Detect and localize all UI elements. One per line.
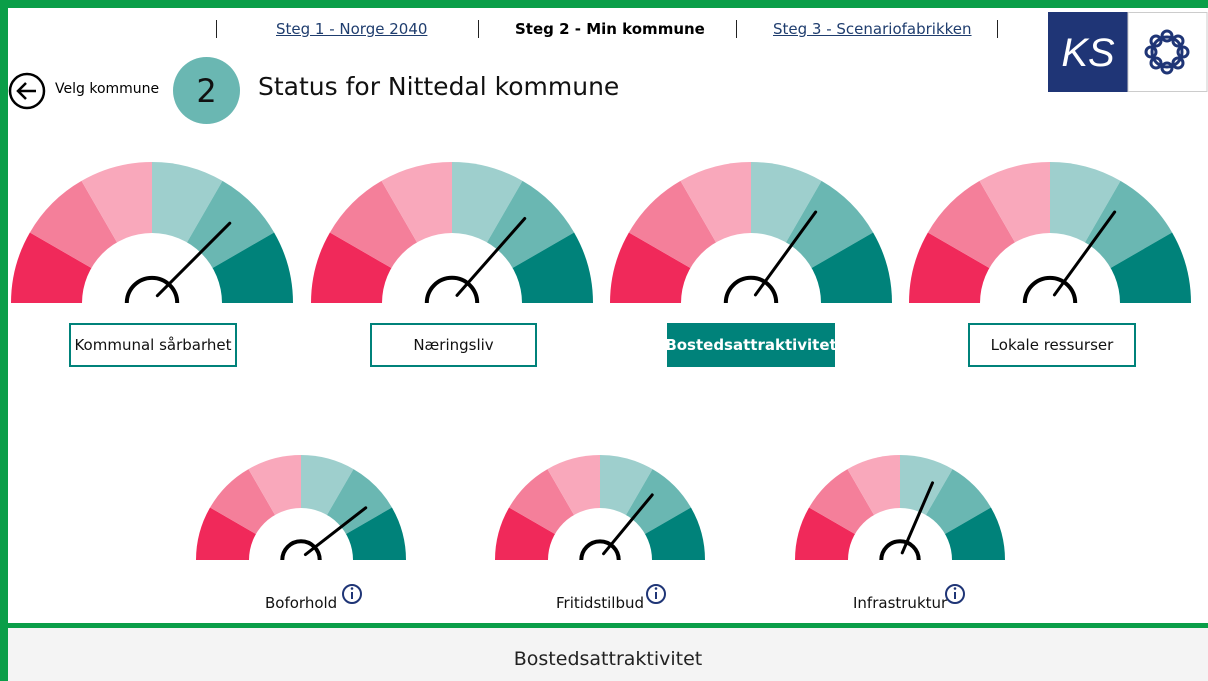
separator	[997, 20, 998, 38]
gauge-hub	[280, 539, 322, 561]
gauge-needle	[303, 506, 368, 557]
subgauge-label: Fritidstilbud	[556, 594, 645, 612]
page-title: Status for Nittedal kommune	[258, 72, 620, 101]
info-icon-dot	[654, 587, 658, 590]
separator	[216, 20, 217, 38]
gauge-hole	[382, 233, 522, 303]
logo-emblem	[1144, 29, 1190, 75]
subgauge-label: Boforhold	[265, 594, 338, 612]
panel-title: Bostedsattraktivitet	[513, 648, 703, 670]
gauges	[11, 162, 1191, 604]
nav-current: Steg 2 - Min kommune	[515, 20, 705, 38]
gauge-button[interactable]: Lokale ressurser	[968, 323, 1136, 367]
gauge-hole	[249, 508, 353, 560]
gauge-button[interactable]: Næringsliv	[370, 323, 537, 367]
logo: KS	[1048, 12, 1208, 92]
logo-text: KS	[1061, 31, 1115, 75]
gauge-needle	[602, 493, 654, 556]
gauge-hub	[723, 275, 779, 304]
subgauge-label: Infrastruktur	[853, 594, 948, 612]
gauge-hub	[124, 275, 180, 304]
detail-panel: Bostedsattraktivitet	[8, 623, 1208, 681]
gauge-hole	[848, 508, 952, 560]
gauge-hub	[579, 539, 621, 561]
gauge-needle	[753, 210, 818, 297]
back-button[interactable]	[8, 72, 48, 112]
separator	[736, 20, 737, 38]
gauge-hole	[82, 233, 222, 303]
gauge-hub	[879, 539, 921, 561]
gauge-button[interactable]: Bostedsattraktivitet	[665, 323, 837, 367]
gauge-button[interactable]: Kommunal sårbarhet	[69, 323, 237, 367]
step-badge: 2	[173, 57, 240, 124]
gauge-hub	[1022, 275, 1078, 304]
nav-link[interactable]: Steg 1 - Norge 2040	[276, 20, 428, 38]
gauge-hole	[548, 508, 652, 560]
info-icon-dot	[953, 587, 957, 590]
nav-link[interactable]: Steg 3 - Scenariofabrikken	[773, 20, 972, 38]
logo-box	[1048, 12, 1128, 92]
gauge-hub	[424, 275, 480, 304]
info-icon-dot	[350, 587, 354, 590]
gauge-needle	[455, 217, 527, 297]
separator	[478, 20, 479, 38]
logo-box	[1127, 12, 1208, 92]
back-label[interactable]: Velg kommune	[55, 81, 160, 97]
gauge-needle	[1052, 210, 1117, 297]
gauge-needle	[900, 481, 935, 555]
gauge-needle	[155, 221, 232, 298]
